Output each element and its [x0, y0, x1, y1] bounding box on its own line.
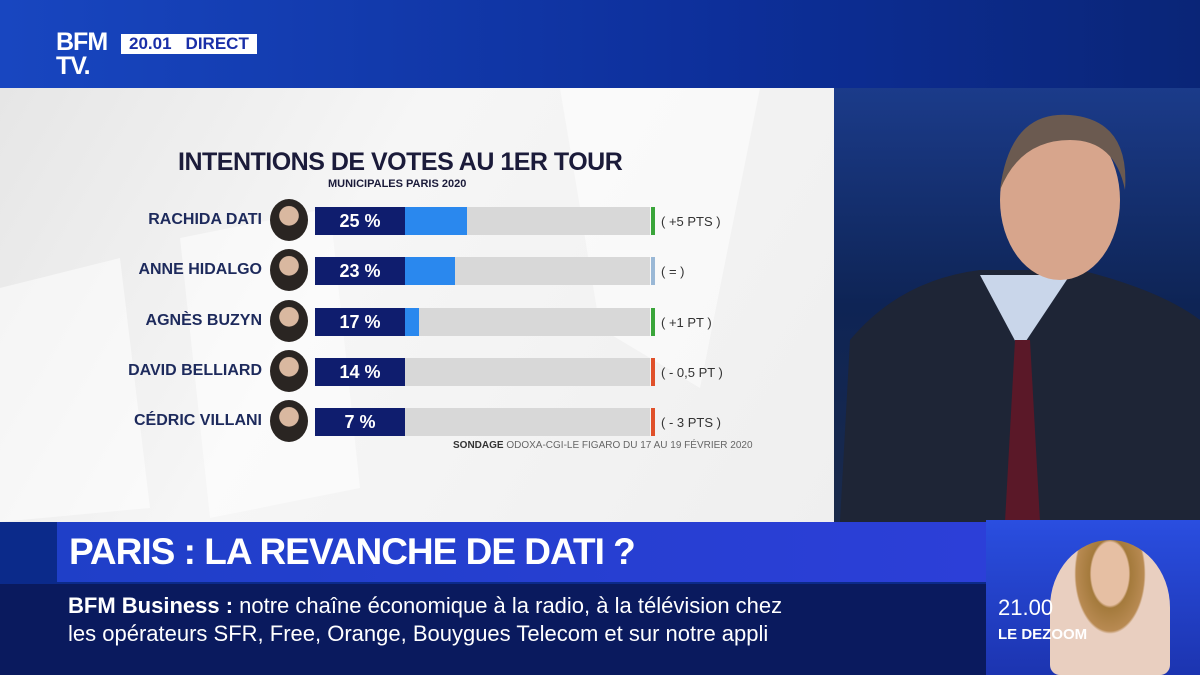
candidate-photo — [270, 400, 308, 442]
headline-banner: PARIS : LA REVANCHE DE DATI ? — [57, 522, 987, 582]
clock-badge: 20.01 DIRECT — [121, 34, 257, 54]
chart-title: INTENTIONS DE VOTES AU 1ER TOUR — [178, 148, 623, 176]
chart-subtitle: MUNICIPALES PARIS 2020 — [328, 178, 467, 190]
candidate-photo — [270, 249, 308, 291]
chart-source: SONDAGE ODOXA-CGI-LE FIGARO DU 17 AU 19 … — [453, 440, 753, 451]
chart-row: RACHIDA DATI 25 % ( +5 PTS ) — [0, 199, 834, 241]
change-label: ( - 3 PTS ) — [661, 415, 721, 430]
change-label: ( - 0,5 PT ) — [661, 365, 723, 380]
change-marker — [651, 207, 655, 235]
candidate-name: CÉDRIC VILLANI — [134, 412, 262, 429]
chart-panel — [0, 88, 834, 522]
value-label: 23 % — [315, 257, 405, 285]
value-label: 7 % — [315, 408, 405, 436]
next-show-promo: 21.00 LE DEZOOM — [986, 520, 1200, 675]
candidate-photo — [270, 199, 308, 241]
value-label: 14 % — [315, 358, 405, 386]
change-marker — [651, 308, 655, 336]
candidate-photo — [270, 300, 308, 342]
watermark-shape — [0, 88, 760, 522]
candidate-name: DAVID BELLIARD — [128, 362, 262, 379]
candidate-name: AGNÈS BUZYN — [145, 312, 262, 329]
chart-row: ANNE HIDALGO 23 % ( = ) — [0, 249, 834, 291]
anchor-image — [1050, 540, 1170, 675]
chart-row: CÉDRIC VILLANI 7 % ( - 3 PTS ) — [0, 400, 834, 442]
change-label: ( +5 PTS ) — [661, 214, 721, 229]
candidate-name: RACHIDA DATI — [148, 211, 262, 228]
live-label: DIRECT — [185, 34, 249, 53]
bfmtv-logo: BFM TV. — [56, 28, 108, 80]
candidate-name: ANNE HIDALGO — [138, 261, 262, 278]
change-marker — [651, 257, 655, 285]
change-label: ( +1 PT ) — [661, 315, 712, 330]
presenter-image — [840, 114, 1200, 522]
candidate-photo — [270, 350, 308, 392]
news-ticker: BFM Business : notre chaîne économique à… — [0, 584, 986, 675]
value-label: 25 % — [315, 207, 405, 235]
change-label: ( = ) — [661, 264, 685, 279]
chart-row: DAVID BELLIARD 14 % ( - 0,5 PT ) — [0, 350, 834, 392]
change-marker — [651, 408, 655, 436]
value-label: 17 % — [315, 308, 405, 336]
chart-row: AGNÈS BUZYN 17 % ( +1 PT ) — [0, 300, 834, 342]
change-marker — [651, 358, 655, 386]
